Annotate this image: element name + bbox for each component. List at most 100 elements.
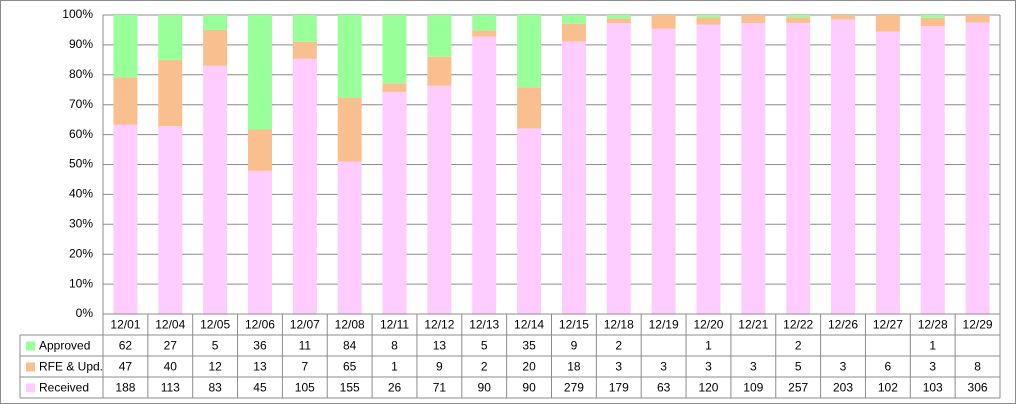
x-category-label: 12/27 — [873, 318, 903, 332]
bar-segment-approved — [427, 15, 452, 57]
bar-segment-rfe-upd — [875, 15, 900, 32]
bar-segment-rfe-upd — [337, 97, 362, 162]
bar-segment-received — [158, 126, 183, 315]
bar-segment-rfe-upd — [158, 59, 183, 127]
bar-segment-received — [651, 28, 676, 314]
data-table-value: 90 — [478, 381, 492, 395]
legend-key-approved — [26, 341, 35, 351]
gridlines — [102, 14, 1001, 315]
series-name-label: RFE & Upd. — [39, 360, 103, 374]
bar-segment-rfe-upd — [113, 77, 138, 125]
bar-segment-rfe-upd — [741, 15, 766, 24]
bar-segment-received — [203, 65, 228, 314]
x-category-label: 12/28 — [918, 318, 948, 332]
data-table-value: 9 — [436, 360, 443, 374]
data-table-value: 71 — [433, 381, 447, 395]
y-tick-label: 100% — [62, 7, 93, 21]
bar-segment-rfe-upd — [696, 17, 721, 25]
bar-segment-approved — [113, 15, 138, 78]
series-name-label: Approved — [39, 339, 90, 353]
x-category-label: 12/21 — [738, 318, 768, 332]
y-tick-label: 20% — [69, 246, 93, 260]
data-table-value: 62 — [119, 339, 133, 353]
data-table-value: 113 — [161, 381, 180, 395]
bar-segment-rfe-upd — [247, 129, 272, 171]
bar-segment-received — [920, 26, 945, 314]
legend-key-received — [26, 383, 35, 393]
x-category-label: 12/05 — [200, 318, 230, 332]
bar-segment-approved — [158, 15, 183, 60]
y-tick-label: 30% — [69, 216, 93, 230]
data-table-value: 120 — [698, 381, 718, 395]
x-category-label: 12/26 — [828, 318, 858, 332]
bar-segment-approved — [292, 15, 317, 42]
x-category-label: 12/22 — [783, 318, 813, 332]
data-table-value: 9 — [571, 339, 578, 353]
bar-segment-approved — [472, 15, 497, 31]
bar-segment-received — [606, 23, 631, 314]
data-table-value: 27 — [164, 339, 178, 353]
data-table-value: 26 — [388, 381, 402, 395]
data-table-value: 257 — [788, 381, 808, 395]
bar-segment-approved — [203, 15, 228, 30]
y-tick-label: 90% — [69, 37, 93, 51]
data-table-value: 13 — [433, 339, 447, 353]
bar-segment-received — [382, 91, 407, 314]
legend-key-rfe-upd — [26, 362, 35, 372]
x-category-label: 12/06 — [245, 318, 275, 332]
bar-segment-approved — [696, 15, 721, 18]
data-table-value: 3 — [929, 360, 936, 374]
x-category-label: 12/01 — [110, 318, 140, 332]
data-table-value: 3 — [615, 360, 622, 374]
y-tick-label: 60% — [69, 127, 93, 141]
data-table-value: 155 — [340, 381, 360, 395]
data-table-value: 84 — [343, 339, 357, 353]
y-tick-label: 80% — [69, 67, 93, 81]
data-table-value: 13 — [253, 360, 267, 374]
bar-segment-approved — [920, 15, 945, 18]
bar-segment-rfe-upd — [427, 56, 452, 86]
bar-segment-received — [472, 36, 497, 314]
data-table-value: 3 — [705, 360, 712, 374]
bar-segment-received — [561, 41, 586, 314]
y-axis: 0% 10% 20% 30% 40% 50% 60% 70% 80% 90% 100% — [62, 7, 93, 320]
data-table-value: 1 — [391, 360, 398, 374]
bar-segment-received — [427, 85, 452, 314]
bar-segment-rfe-upd — [831, 15, 856, 20]
y-tick-label: 50% — [69, 157, 93, 171]
bar-segment-rfe-upd — [651, 15, 676, 29]
data-table-value: 20 — [522, 360, 536, 374]
bar-segment-received — [337, 161, 362, 314]
bar-segment-received — [786, 22, 811, 314]
y-tick-label: 10% — [69, 276, 93, 290]
bar-segment-received — [696, 24, 721, 314]
bar-segment-received — [741, 23, 766, 314]
x-category-label: 12/14 — [514, 318, 544, 332]
bar-segment-rfe-upd — [606, 18, 631, 24]
bar-segment-received — [247, 170, 272, 314]
bar-segment-received — [113, 124, 138, 314]
bar-segment-approved — [382, 15, 407, 84]
x-category-label: 12/19 — [649, 318, 679, 332]
data-table-value: 2 — [481, 360, 488, 374]
data-table-value: 279 — [564, 381, 584, 395]
data-table-value: 103 — [923, 381, 943, 395]
data-table-value: 47 — [119, 360, 133, 374]
data-table-value: 109 — [743, 381, 763, 395]
bar-segment-received — [875, 31, 900, 314]
bar-segment-rfe-upd — [965, 15, 990, 23]
data-table-value: 45 — [253, 381, 267, 395]
bar-segment-rfe-upd — [203, 29, 228, 66]
y-tick-label: 0% — [76, 306, 94, 320]
bar-segment-rfe-upd — [561, 23, 586, 42]
data-table-value: 36 — [253, 339, 267, 353]
bar-segment-rfe-upd — [472, 30, 497, 37]
x-category-label: 12/04 — [155, 318, 185, 332]
data-table-value: 5 — [481, 339, 488, 353]
data-table-value: 65 — [343, 360, 357, 374]
data-table-value: 83 — [208, 381, 222, 395]
x-category-label: 12/12 — [424, 318, 454, 332]
bar-segment-approved — [606, 15, 631, 19]
data-table-value: 203 — [833, 381, 853, 395]
